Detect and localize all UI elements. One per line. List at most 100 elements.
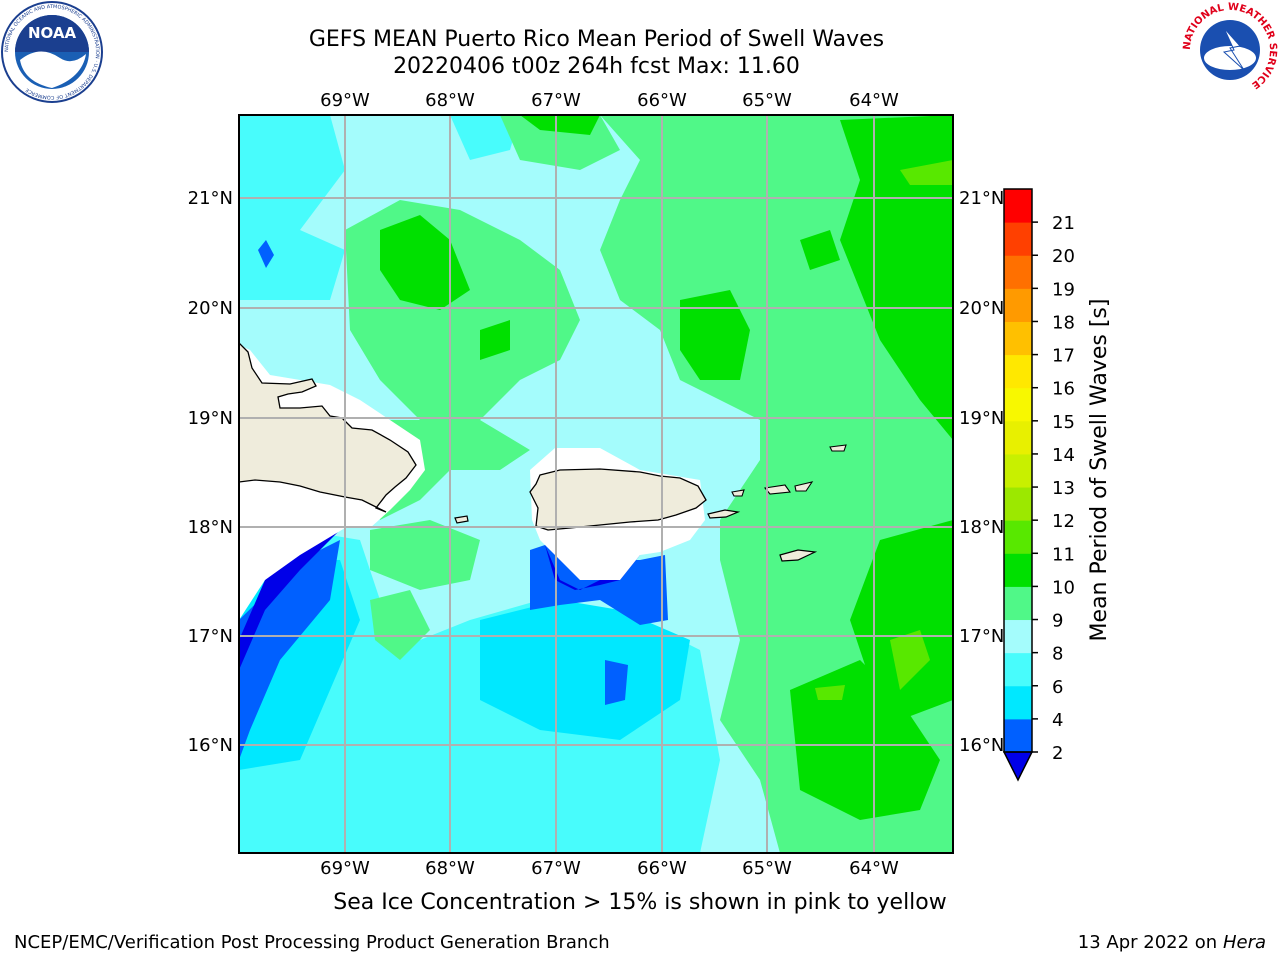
lat-label-left-17n: 17°N	[188, 626, 233, 647]
lat-label-right-21n: 21°N	[959, 188, 1004, 209]
field-11-12s-a	[900, 160, 953, 185]
field-10-11s-a	[380, 215, 470, 310]
map-title: GEFS MEAN Puerto Rico Mean Period of Swe…	[308, 27, 885, 52]
lon-label-bottom-64w: 64°W	[849, 858, 899, 879]
mask-hispaniola-south	[239, 528, 345, 620]
lon-label-top-67w: 67°W	[531, 90, 581, 111]
lon-label-top-68w: 68°W	[425, 90, 475, 111]
colorbar-tick-label: 11	[1052, 544, 1075, 565]
colorbar-segment	[1004, 453, 1032, 488]
lon-label-bottom-69w: 69°W	[320, 858, 370, 879]
colorbar-tick-label: 6	[1052, 677, 1063, 698]
lat-label-right-18n: 18°N	[959, 517, 1004, 538]
colorbar-under-arrow	[1002, 751, 1034, 782]
field-11-12s-b	[890, 630, 930, 690]
land-hispaniola	[239, 342, 417, 513]
colorbar-tick-label: 2	[1052, 743, 1063, 764]
field-2-4s-west	[239, 540, 340, 760]
field-10-11s-f	[850, 520, 953, 720]
noaa-logo: NOAA NATIONAL OCEANIC AND ATMOSPHERIC AD…	[1, 1, 103, 103]
field-10-11s-e	[840, 115, 953, 440]
lon-label-bottom-68w: 68°W	[425, 858, 475, 879]
field-9-10s-sw	[370, 590, 430, 660]
colorbar-tick-label: 16	[1052, 379, 1075, 400]
contour-field	[239, 115, 953, 853]
field-9-10s-south	[370, 520, 480, 590]
colorbar-tick-label: 13	[1052, 478, 1075, 499]
colorbar-segment	[1004, 586, 1032, 621]
footer-date-text: 13 Apr 2022 on	[1077, 932, 1223, 953]
land-st-thomas	[763, 484, 791, 495]
colorbar-tick-label: 21	[1052, 213, 1075, 234]
field-10-11s-b	[520, 115, 600, 135]
colorbar-tick-label: 20	[1052, 246, 1075, 267]
colorbar-segment	[1004, 222, 1032, 256]
colorbar-tick-label: 18	[1052, 312, 1075, 333]
field-6-8s-north	[450, 115, 520, 160]
colorbar-segment	[1004, 255, 1032, 289]
lon-label-bottom-67w: 67°W	[531, 858, 581, 879]
colorbar-segment	[1004, 387, 1032, 422]
map-frame	[238, 114, 954, 854]
lon-label-top-64w: 64°W	[849, 90, 899, 111]
footer-credit: NCEP/EMC/Verification Post Processing Pr…	[14, 932, 610, 953]
colorbar: 2 4 6 8 9 10 11 12 13 14 15 16 17 18 19 20 21	[1002, 188, 1075, 782]
colorbar-tick-label: 8	[1052, 644, 1063, 665]
colorbar-segment	[1004, 354, 1032, 389]
colorbar-segment	[1004, 652, 1032, 687]
lat-label-right-17n: 17°N	[959, 626, 1004, 647]
colorbar-segment	[1004, 520, 1032, 554]
lat-label-left-20n: 20°N	[188, 298, 233, 319]
lat-label-right-16n: 16°N	[959, 735, 1004, 756]
lon-label-bottom-66w: 66°W	[637, 858, 687, 879]
nws-logo: NATIONAL WEATHER SERVICE	[1182, 2, 1278, 98]
colorbar-segment	[1004, 420, 1032, 455]
land-st-croix	[779, 549, 818, 562]
land-vieques	[707, 509, 741, 519]
lat-label-right-20n: 20°N	[959, 298, 1004, 319]
colorbar-segment	[1004, 288, 1032, 322]
lon-label-top-66w: 66°W	[637, 90, 687, 111]
colorbar-tick-label: 12	[1052, 511, 1075, 532]
field-10-11s-c	[680, 290, 750, 380]
field-10-11s-d	[800, 230, 840, 270]
field-2-4s-spot	[605, 660, 628, 705]
land-mona-island	[454, 515, 469, 524]
footer-host: Hera	[1222, 932, 1266, 953]
lat-label-left-18n: 18°N	[188, 517, 233, 538]
footer-date: 13 Apr 2022 on Hera	[1078, 932, 1266, 953]
land-culebra	[731, 489, 745, 497]
field-10-11s-h	[480, 320, 510, 360]
colorbar-segment	[1004, 553, 1032, 587]
lat-label-left-19n: 19°N	[188, 408, 233, 429]
graticule	[239, 115, 953, 853]
lat-label-right-19n: 19°N	[959, 408, 1004, 429]
colorbar-label: Mean Period of Swell Waves [s]	[1087, 299, 1112, 642]
colorbar-tick-label: 17	[1052, 346, 1075, 367]
land-tortola	[794, 481, 814, 492]
colorbar-tick-label: 9	[1052, 611, 1063, 632]
map-subtitle: 20220406 t00z 264h fcst Max: 11.60	[393, 54, 800, 79]
colorbar-segment	[1004, 321, 1032, 356]
colorbar-tick-label: 10	[1052, 577, 1075, 598]
lon-label-bottom-65w: 65°W	[742, 858, 792, 879]
colorbar-segment	[1004, 487, 1032, 521]
colorbar-segment	[1004, 619, 1032, 654]
colorbar-tick-label: 19	[1052, 279, 1075, 300]
field-11-12s-c	[815, 685, 845, 700]
colorbar-segment	[1004, 189, 1032, 223]
lat-label-left-16n: 16°N	[188, 735, 233, 756]
noaa-logo-text: NOAA	[28, 24, 77, 42]
field-2-4s-nw-spot	[258, 240, 274, 268]
lon-label-top-69w: 69°W	[320, 90, 370, 111]
colorbar-outline	[1003, 188, 1033, 753]
sea-ice-caption: Sea Ice Concentration > 15% is shown in …	[333, 890, 947, 915]
colorbar-segment	[1004, 685, 1032, 720]
colorbar-segment	[1004, 718, 1032, 753]
colorbar-tick-label: 14	[1052, 445, 1075, 466]
colorbar-tick-label: 15	[1052, 412, 1075, 433]
lon-label-top-65w: 65°W	[742, 90, 792, 111]
lat-label-left-21n: 21°N	[188, 188, 233, 209]
land-anegada	[829, 444, 847, 452]
